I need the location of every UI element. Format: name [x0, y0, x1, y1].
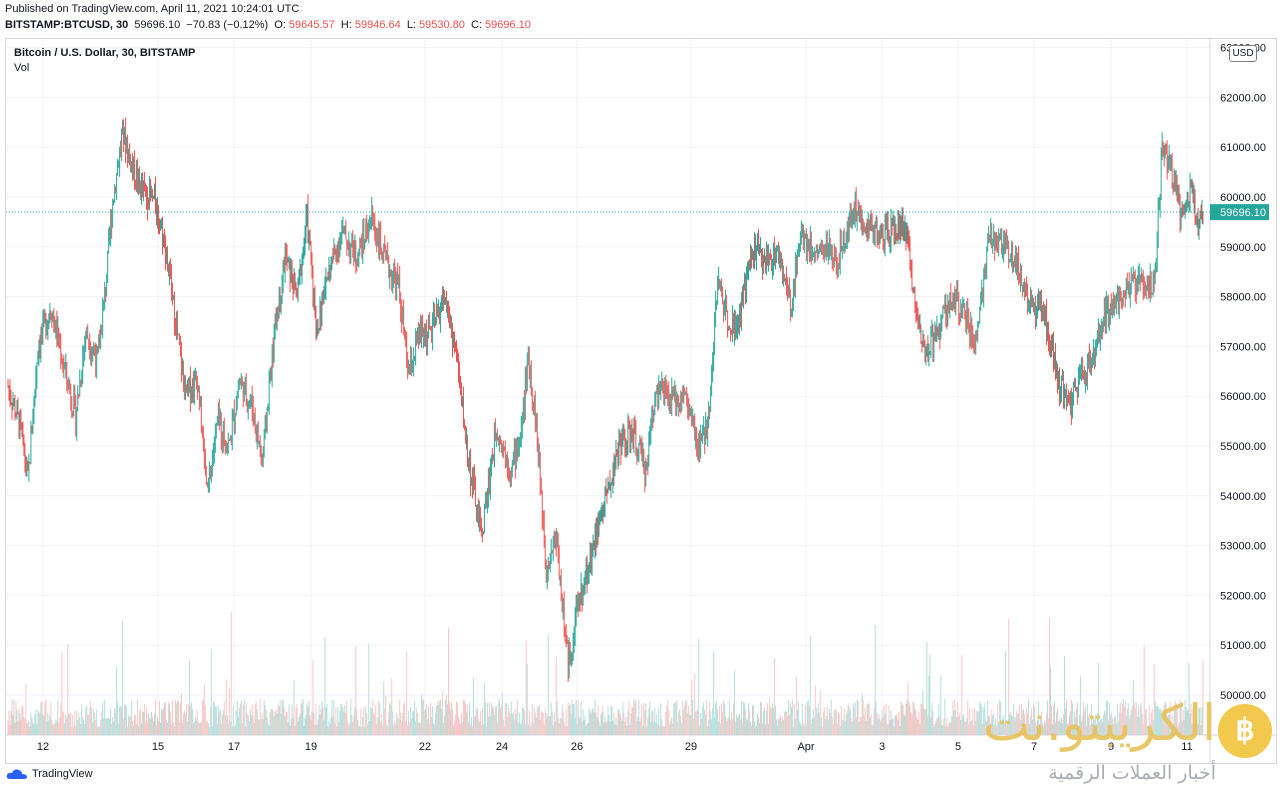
x-tick-label: 9 [1108, 741, 1114, 753]
y-tick-label: 50000.00 [1220, 690, 1266, 702]
chart-frame [5, 38, 1277, 764]
y-tick-label: 52000.00 [1220, 590, 1266, 602]
x-tick-label: 11 [1181, 741, 1192, 753]
x-tick-label: 3 [879, 741, 885, 753]
x-tick-label: 12 [37, 741, 49, 753]
y-tick-label: 61000.00 [1220, 142, 1266, 154]
tradingview-logo[interactable]: TradingView [6, 768, 93, 780]
symbol: BITSTAMP:BTCUSD, 30 [5, 19, 129, 31]
y-tick-label: 56000.00 [1220, 391, 1266, 403]
change-value: −70.83 (−0.12%) [186, 19, 269, 31]
tradingview-label: TradingView [32, 768, 93, 780]
open-label: O: [274, 19, 286, 31]
watermark-tagline: أخبار العملات الرقمية [1048, 762, 1216, 784]
y-tick-label: 57000.00 [1220, 341, 1266, 353]
published-line: Published on TradingView.com, April 11, … [5, 3, 300, 15]
close-value: 59696.10 [484, 19, 531, 31]
last-price-tag [1210, 204, 1269, 221]
legend-title: Bitcoin / U.S. Dollar, 30, BITSTAMP [14, 47, 196, 59]
y-tick-label: 59000.00 [1220, 242, 1266, 254]
watermark: الكريبتو.نت أخبار العملات الرقمية ฿ [938, 694, 1278, 792]
last-value: 59696.10 [134, 19, 181, 31]
high-label: H: [340, 19, 352, 31]
legend-vol: Vol [14, 62, 30, 74]
ohlc-line: BITSTAMP:BTCUSD, 30 59696.10 −70.83 (−0.… [5, 19, 534, 31]
open-value: 59645.57 [288, 19, 335, 31]
x-tick-label: 22 [419, 741, 431, 753]
x-tick-label: 26 [571, 741, 583, 753]
bitcoin-icon: ฿ [1218, 704, 1272, 758]
y-tick-label: 53000.00 [1220, 541, 1266, 553]
y-tick-label: 60000.00 [1220, 192, 1266, 204]
y-tick-label: 58000.00 [1220, 292, 1266, 304]
cloud-icon [6, 769, 28, 779]
chart-legend: Bitcoin / U.S. Dollar, 30, BITSTAMP Vol [14, 47, 195, 74]
x-tick-label: Apr [797, 741, 814, 753]
currency-badge[interactable]: USD [1229, 45, 1257, 62]
x-tick-label: 29 [685, 741, 697, 753]
y-tick-label: 62000.00 [1220, 92, 1266, 104]
x-tick-label: 7 [1031, 741, 1037, 753]
close-label: C: [470, 19, 482, 31]
y-tick-label: 54000.00 [1220, 491, 1266, 503]
x-tick-label: 24 [496, 741, 508, 753]
x-tick-label: 19 [305, 741, 317, 753]
low-value: 59530.80 [419, 19, 465, 31]
x-tick-label: 5 [955, 741, 961, 753]
y-tick-label: 51000.00 [1220, 640, 1266, 652]
y-tick-label: 55000.00 [1220, 441, 1266, 453]
x-tick-label: 15 [152, 741, 164, 753]
x-tick-label: 17 [228, 741, 240, 753]
last-price-label: 59696.10 [1220, 207, 1266, 219]
low-label: L: [406, 19, 416, 31]
high-value: 59946.64 [354, 19, 401, 31]
watermark-name: الكريبتو.نت [982, 694, 1216, 752]
